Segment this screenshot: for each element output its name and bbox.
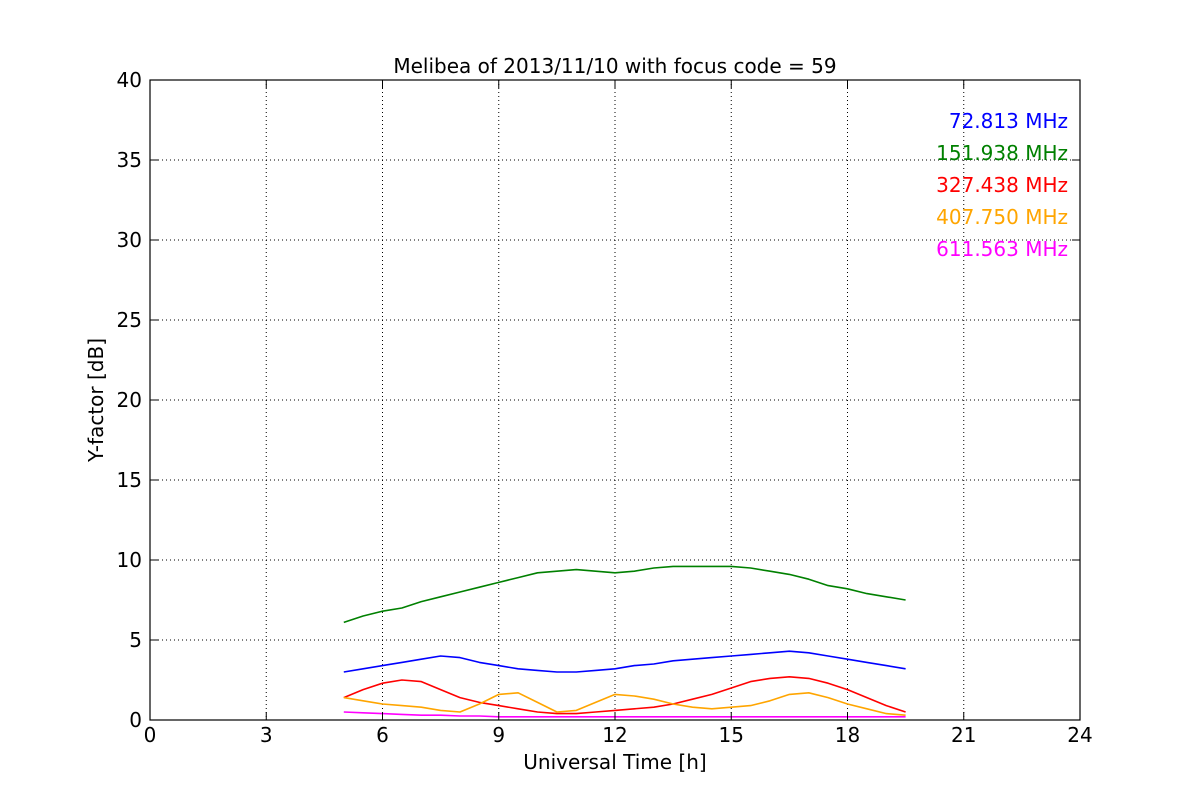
y-tick-label: 10 [117, 548, 142, 572]
x-tick-label: 12 [602, 723, 627, 747]
y-tick-label: 15 [117, 468, 142, 492]
legend-entry-4: 407.750 MHz [936, 205, 1068, 229]
x-tick-label: 21 [951, 723, 976, 747]
legend-entry-2: 151.938 MHz [936, 141, 1068, 165]
axis-ticks [149, 79, 1081, 721]
x-tick-label: 0 [144, 723, 157, 747]
legend-entry-1: 72.813 MHz [949, 109, 1068, 133]
series-line-4 [343, 691, 906, 716]
series-line-2 [343, 565, 906, 624]
y-tick-label: 20 [117, 388, 142, 412]
legend-entry-3: 327.438 MHz [936, 173, 1068, 197]
legend-entry-5: 611.563 MHz [936, 237, 1068, 261]
legend: 72.813 MHz 151.938 MHz 327.438 MHz 407.750 … [936, 109, 1068, 261]
series-line-5 [343, 711, 906, 718]
x-tick-label: 15 [719, 723, 744, 747]
y-tick-label: 5 [129, 628, 142, 652]
chart-title: Melibea of 2013/11/10 with focus code = … [393, 54, 836, 78]
plot-series [343, 565, 906, 718]
y-tick-label: 30 [117, 228, 142, 252]
x-tick-label: 6 [376, 723, 389, 747]
x-tick-label: 9 [492, 723, 505, 747]
series-line-3 [343, 675, 906, 715]
y-tick-label: 40 [117, 68, 142, 92]
x-tick-labels: 0 3 6 9 12 15 18 21 24 [144, 723, 1093, 747]
x-tick-label: 3 [260, 723, 273, 747]
y-tick-label: 25 [117, 308, 142, 332]
x-tick-label: 24 [1067, 723, 1092, 747]
x-tick-label: 18 [835, 723, 860, 747]
y-axis-label: Y-factor [dB] [84, 338, 108, 463]
y-tick-label: 0 [129, 708, 142, 732]
grid-lines [150, 80, 1080, 720]
y-tick-labels: 0 5 10 15 20 25 30 35 40 [117, 68, 142, 732]
y-tick-label: 35 [117, 148, 142, 172]
series-line-1 [343, 650, 906, 673]
x-axis-label: Universal Time [h] [523, 750, 706, 774]
